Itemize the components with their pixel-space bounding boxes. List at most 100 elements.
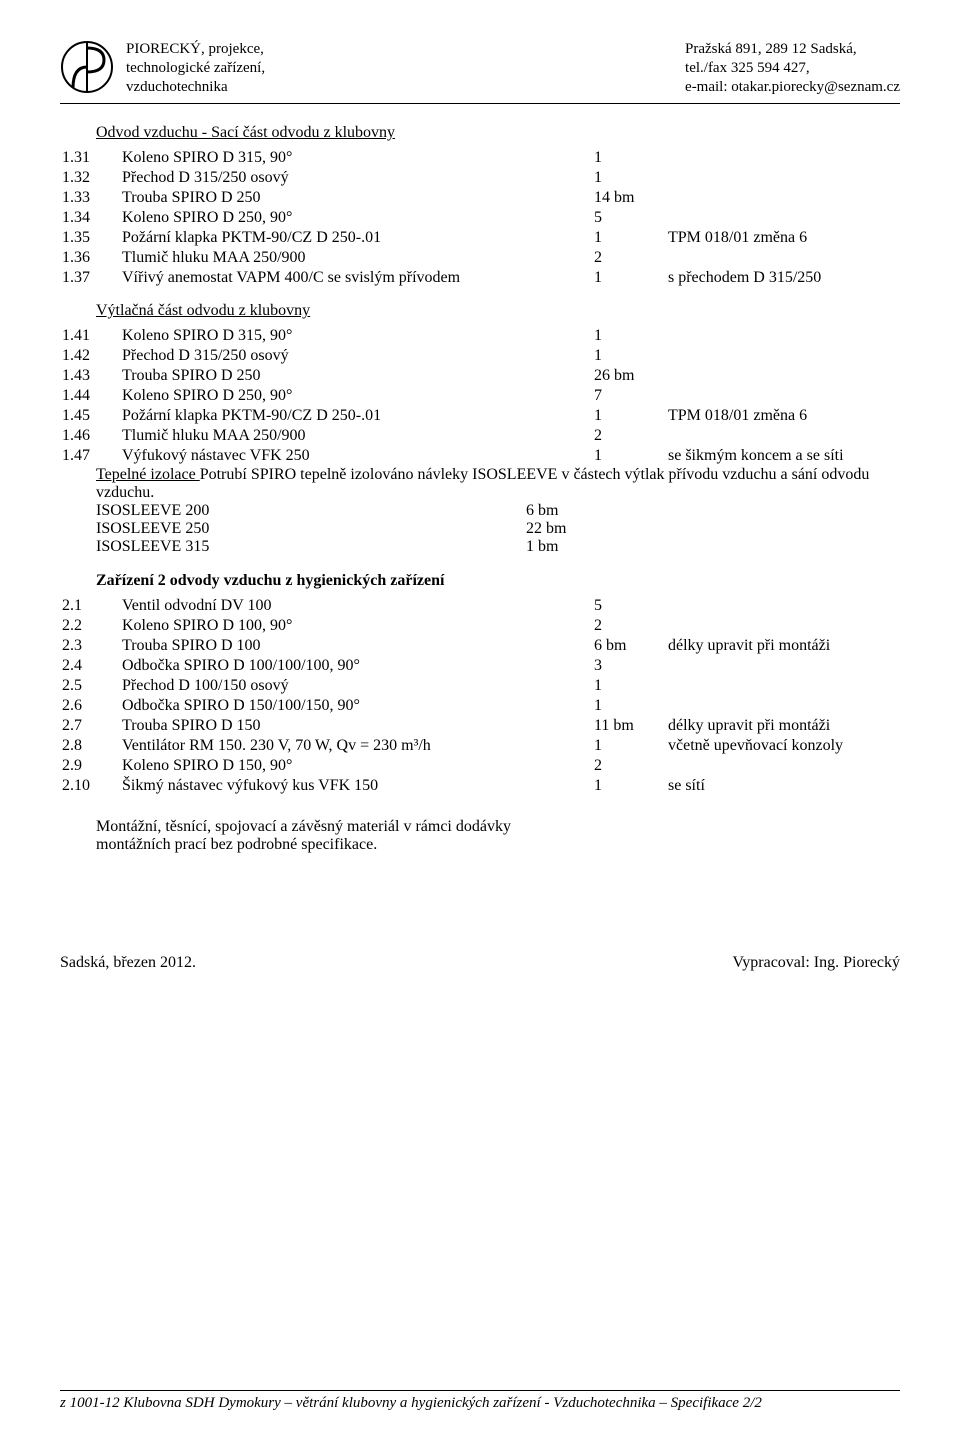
row-quantity: 1 [592, 736, 666, 756]
row-number: 1.44 [60, 386, 120, 406]
row-description: Koleno SPIRO D 100, 90° [120, 616, 592, 636]
row-number: 1.45 [60, 406, 120, 426]
isoleeve-row: ISOSLEEVE 3151 bm [96, 538, 900, 556]
row-note [666, 346, 900, 366]
table-row: 1.44Koleno SPIRO D 250, 90°7 [60, 386, 900, 406]
row-note [666, 326, 900, 346]
letterhead: PIORECKÝ, projekce, technologické zaříze… [60, 40, 900, 104]
row-quantity: 5 [592, 596, 666, 616]
iso-label: ISOSLEEVE 315 [96, 538, 526, 556]
row-note: včetně upevňovací konzoly [666, 736, 900, 756]
row-note: délky upravit při montáži [666, 716, 900, 736]
row-description: Šikmý nástavec výfukový kus VFK 150 [120, 776, 592, 796]
row-quantity: 1 [592, 696, 666, 716]
row-description: Odbočka SPIRO D 100/100/100, 90° [120, 656, 592, 676]
row-number: 1.33 [60, 188, 120, 208]
row-number: 1.31 [60, 148, 120, 168]
row-description: Koleno SPIRO D 315, 90° [120, 148, 592, 168]
row-number: 1.42 [60, 346, 120, 366]
section3-table: 2.1Ventil odvodní DV 10052.2Koleno SPIRO… [60, 596, 900, 796]
row-quantity: 2 [592, 426, 666, 446]
table-row: 1.47Výfukový nástavec VFK 2501se šikmým … [60, 446, 900, 466]
row-description: Koleno SPIRO D 150, 90° [120, 756, 592, 776]
table-row: 1.33Trouba SPIRO D 25014 bm [60, 188, 900, 208]
row-description: Koleno SPIRO D 250, 90° [120, 386, 592, 406]
row-quantity: 6 bm [592, 636, 666, 656]
row-number: 2.6 [60, 696, 120, 716]
row-quantity: 11 bm [592, 716, 666, 736]
row-note: se šikmým koncem a se síti [666, 446, 900, 466]
table-row: 2.10Šikmý nástavec výfukový kus VFK 1501… [60, 776, 900, 796]
row-number: 1.34 [60, 208, 120, 228]
section3-title: Zařízení 2 odvody vzduchu z hygienických… [96, 572, 900, 590]
iso-label: ISOSLEEVE 250 [96, 520, 526, 538]
row-note [666, 168, 900, 188]
row-note: délky upravit při montáži [666, 636, 900, 656]
row-note [666, 696, 900, 716]
row-number: 1.35 [60, 228, 120, 248]
row-note: se sítí [666, 776, 900, 796]
row-description: Přechod D 315/250 osový [120, 346, 592, 366]
row-description: Koleno SPIRO D 250, 90° [120, 208, 592, 228]
row-note [666, 676, 900, 696]
row-note: TPM 018/01 změna 6 [666, 406, 900, 426]
table-row: 1.32Přechod D 315/250 osový1 [60, 168, 900, 188]
row-number: 2.5 [60, 676, 120, 696]
section1-table: 1.31Koleno SPIRO D 315, 90°11.32Přechod … [60, 148, 900, 288]
row-description: Trouba SPIRO D 100 [120, 636, 592, 656]
isoleeve-intro-underlined: Tepelné izolace [96, 466, 200, 483]
table-row: 1.42Přechod D 315/250 osový1 [60, 346, 900, 366]
row-quantity: 1 [592, 776, 666, 796]
closing-text: Montážní, těsnící, spojovací a závěsný m… [96, 818, 900, 854]
row-description: Ventil odvodní DV 100 [120, 596, 592, 616]
sign-right: Vypracoval: Ing. Piorecký [732, 954, 900, 972]
section1-title: Odvod vzduchu - Sací část odvodu z klubo… [96, 124, 900, 142]
row-number: 2.9 [60, 756, 120, 776]
table-row: 1.41Koleno SPIRO D 315, 90°1 [60, 326, 900, 346]
row-description: Přechod D 315/250 osový [120, 168, 592, 188]
row-description: Tlumič hluku MAA 250/900 [120, 248, 592, 268]
row-description: Trouba SPIRO D 250 [120, 188, 592, 208]
row-description: Požární klapka PKTM-90/CZ D 250-.01 [120, 228, 592, 248]
row-number: 1.32 [60, 168, 120, 188]
row-quantity: 2 [592, 248, 666, 268]
header-left: PIORECKÝ, projekce, technologické zaříze… [126, 40, 265, 96]
row-number: 2.7 [60, 716, 120, 736]
isoleeve-row: ISOSLEEVE 2006 bm [96, 502, 900, 520]
row-number: 1.41 [60, 326, 120, 346]
row-number: 2.2 [60, 616, 120, 636]
isoleeve-intro-rest: Potrubí SPIRO tepelně izolováno návleky … [96, 466, 869, 501]
iso-value: 1 bm [526, 538, 646, 556]
table-row: 2.5Přechod D 100/150 osový1 [60, 676, 900, 696]
table-row: 1.37Vířivý anemostat VAPM 400/C se svisl… [60, 268, 900, 288]
row-quantity: 1 [592, 168, 666, 188]
table-row: 1.31Koleno SPIRO D 315, 90°1 [60, 148, 900, 168]
section2-title: Výtlačná část odvodu z klubovny [96, 302, 900, 320]
table-row: 2.9Koleno SPIRO D 150, 90°2 [60, 756, 900, 776]
signature-row: Sadská, březen 2012. Vypracoval: Ing. Pi… [60, 954, 900, 972]
table-row: 1.45Požární klapka PKTM-90/CZ D 250-.011… [60, 406, 900, 426]
row-quantity: 14 bm [592, 188, 666, 208]
table-row: 2.3Trouba SPIRO D 1006 bmdélky upravit p… [60, 636, 900, 656]
header-text: PIORECKÝ, projekce, technologické zaříze… [126, 40, 900, 96]
row-quantity: 1 [592, 406, 666, 426]
row-number: 1.47 [60, 446, 120, 466]
table-row: 1.43Trouba SPIRO D 25026 bm [60, 366, 900, 386]
row-number: 2.1 [60, 596, 120, 616]
row-description: Přechod D 100/150 osový [120, 676, 592, 696]
row-note [666, 208, 900, 228]
row-quantity: 1 [592, 228, 666, 248]
table-row: 2.4Odbočka SPIRO D 100/100/100, 90°3 [60, 656, 900, 676]
row-note: s přechodem D 315/250 [666, 268, 900, 288]
row-description: Odbočka SPIRO D 150/100/150, 90° [120, 696, 592, 716]
row-note [666, 656, 900, 676]
row-number: 2.8 [60, 736, 120, 756]
row-number: 1.46 [60, 426, 120, 446]
row-quantity: 7 [592, 386, 666, 406]
row-number: 2.4 [60, 656, 120, 676]
row-number: 1.37 [60, 268, 120, 288]
row-note [666, 426, 900, 446]
company-logo-icon [60, 40, 114, 94]
row-quantity: 1 [592, 148, 666, 168]
iso-value: 6 bm [526, 502, 646, 520]
